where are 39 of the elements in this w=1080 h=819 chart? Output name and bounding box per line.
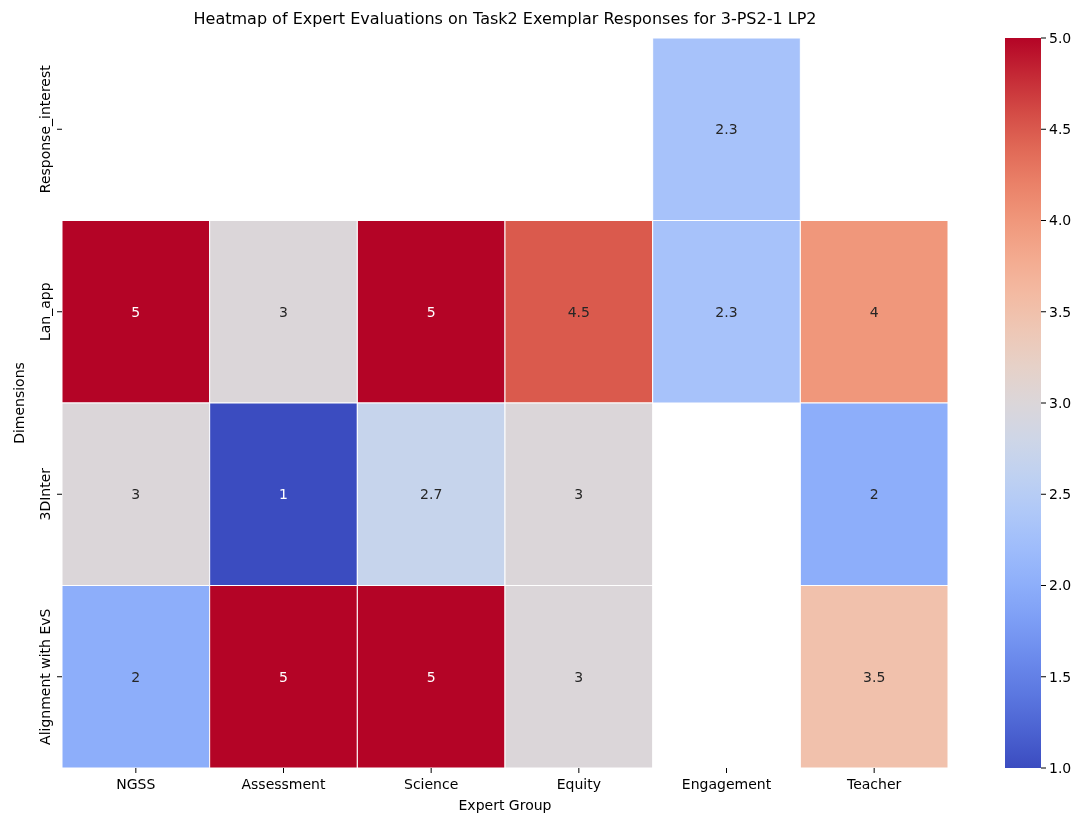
chart-title: Heatmap of Expert Evaluations on Task2 Exemplar Responses for 3-PS2-1 LP2 bbox=[193, 9, 817, 28]
data-label: 2.7 bbox=[420, 486, 443, 503]
color-bar-label: 1.5 bbox=[1049, 668, 1072, 685]
color-bar-label: 5.0 bbox=[1049, 29, 1072, 46]
x-tick-label: NGSS bbox=[116, 776, 156, 792]
x-tick-label: Assessment bbox=[241, 776, 326, 792]
y-tick-label: 3DInter bbox=[37, 467, 53, 521]
y-axis-title: Dimensions bbox=[11, 362, 27, 444]
color-bar-label: 3.5 bbox=[1049, 303, 1072, 320]
x-tick-label: Equity bbox=[556, 776, 601, 792]
data-label: 2.3 bbox=[715, 121, 738, 138]
x-axis-title: Expert Group bbox=[458, 797, 552, 813]
data-label: 2 bbox=[131, 668, 141, 685]
data-label: 4 bbox=[869, 303, 879, 320]
y-tick-label: Lan_app bbox=[37, 282, 53, 342]
data-label: 4.5 bbox=[567, 303, 590, 320]
color-bar-label: 1.0 bbox=[1049, 759, 1072, 776]
x-tick-label: Engagement bbox=[681, 776, 772, 792]
y-tick-label: Alignment with EvS bbox=[37, 608, 53, 745]
x-tick-label: Teacher bbox=[846, 776, 902, 792]
data-label: 5 bbox=[279, 668, 288, 685]
data-label: 5 bbox=[131, 303, 141, 320]
data-label: 5 bbox=[426, 668, 436, 685]
data-label: 3 bbox=[574, 486, 584, 503]
data-label: 5 bbox=[426, 303, 436, 320]
color-bar-label: 4.5 bbox=[1049, 121, 1072, 138]
color-bar-label: 2.0 bbox=[1049, 577, 1072, 594]
data-label: 3.5 bbox=[863, 668, 886, 685]
data-label: 3 bbox=[131, 486, 141, 503]
data-label: 1 bbox=[279, 486, 288, 503]
color-bar-label: 3.0 bbox=[1049, 394, 1072, 411]
data-label: 2.3 bbox=[715, 303, 738, 320]
data-label: 3 bbox=[574, 668, 584, 685]
y-tick-label: Response_interest bbox=[37, 64, 53, 194]
color-bar-label: 2.5 bbox=[1049, 486, 1072, 503]
data-label: 2 bbox=[869, 486, 879, 503]
color-bar-label: 4.0 bbox=[1049, 212, 1072, 229]
data-label: 3 bbox=[279, 303, 288, 320]
x-tick-label: Science bbox=[404, 776, 459, 792]
